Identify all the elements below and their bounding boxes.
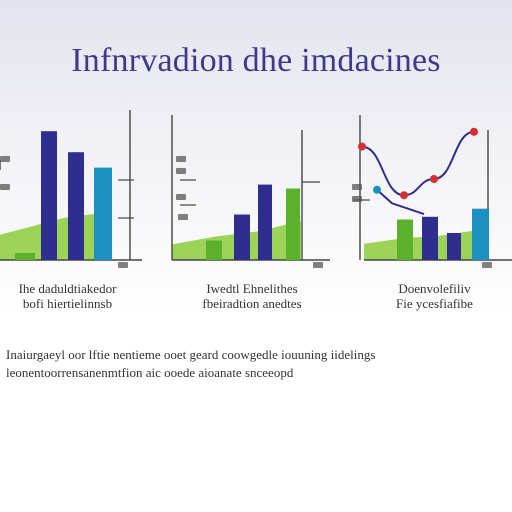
bar [397, 219, 413, 260]
data-point [400, 191, 408, 200]
tick-label-scribble [352, 196, 362, 202]
bar [206, 240, 222, 260]
caption-line-2: fbeiradtion anedtes [202, 296, 302, 311]
series-line [361, 130, 475, 197]
tick-label-scribble [0, 156, 10, 162]
caption-line-1: Iwedtl Ehnelithes [206, 281, 298, 296]
body-paragraph-line-2: leonentoorrensanenmtfion aic ooede aioan… [6, 365, 294, 380]
chart-panel-1 [0, 110, 142, 268]
chart-panel-2 [171, 115, 330, 268]
tick-label-scribble [118, 262, 128, 268]
body-paragraph-line-1: Inaiurgaeyl oor lftie nentieme ooet gear… [6, 347, 376, 362]
bar [447, 233, 461, 260]
chart-panel-3 [352, 115, 512, 268]
bar [258, 184, 272, 260]
data-point [470, 127, 478, 136]
tick-label-scribble [313, 262, 323, 268]
bar [234, 214, 250, 260]
tick-label-scribble [176, 156, 186, 162]
secondary-point [373, 185, 381, 194]
bar [68, 152, 84, 260]
bar [41, 131, 57, 260]
tick-label-scribble [482, 262, 492, 268]
chart-caption-2: Iwedtl Ehnelithes fbeiradtion anedtes [172, 281, 332, 311]
secondary-line [376, 189, 425, 216]
bar [422, 216, 438, 260]
tick-label-scribble [176, 194, 186, 200]
caption-line-2: bofi hiertielinnsb [22, 296, 113, 311]
data-point [358, 142, 366, 151]
data-point [430, 175, 438, 183]
page-title: Infnrvadion dhe imdacines [71, 42, 441, 79]
caption-line-2: Fie ycesfiafibe [396, 296, 473, 311]
chart-caption-1: Ihe daduldtiakedor bofi hiertielinnsb [0, 281, 135, 311]
tick-label-scribble [176, 168, 186, 174]
bar [286, 188, 300, 260]
bar [15, 253, 35, 260]
chart-caption-3: Doenvolefiliv Fie ycesfiafibe [362, 281, 507, 311]
tick-label-scribble [0, 184, 10, 190]
tick-label-scribble [178, 214, 188, 220]
bar [94, 167, 112, 260]
tick-label-scribble [352, 184, 362, 190]
caption-line-1: Doenvolefiliv [398, 281, 471, 296]
bar [472, 208, 489, 260]
caption-line-1: Ihe daduldtiakedor [18, 281, 117, 296]
